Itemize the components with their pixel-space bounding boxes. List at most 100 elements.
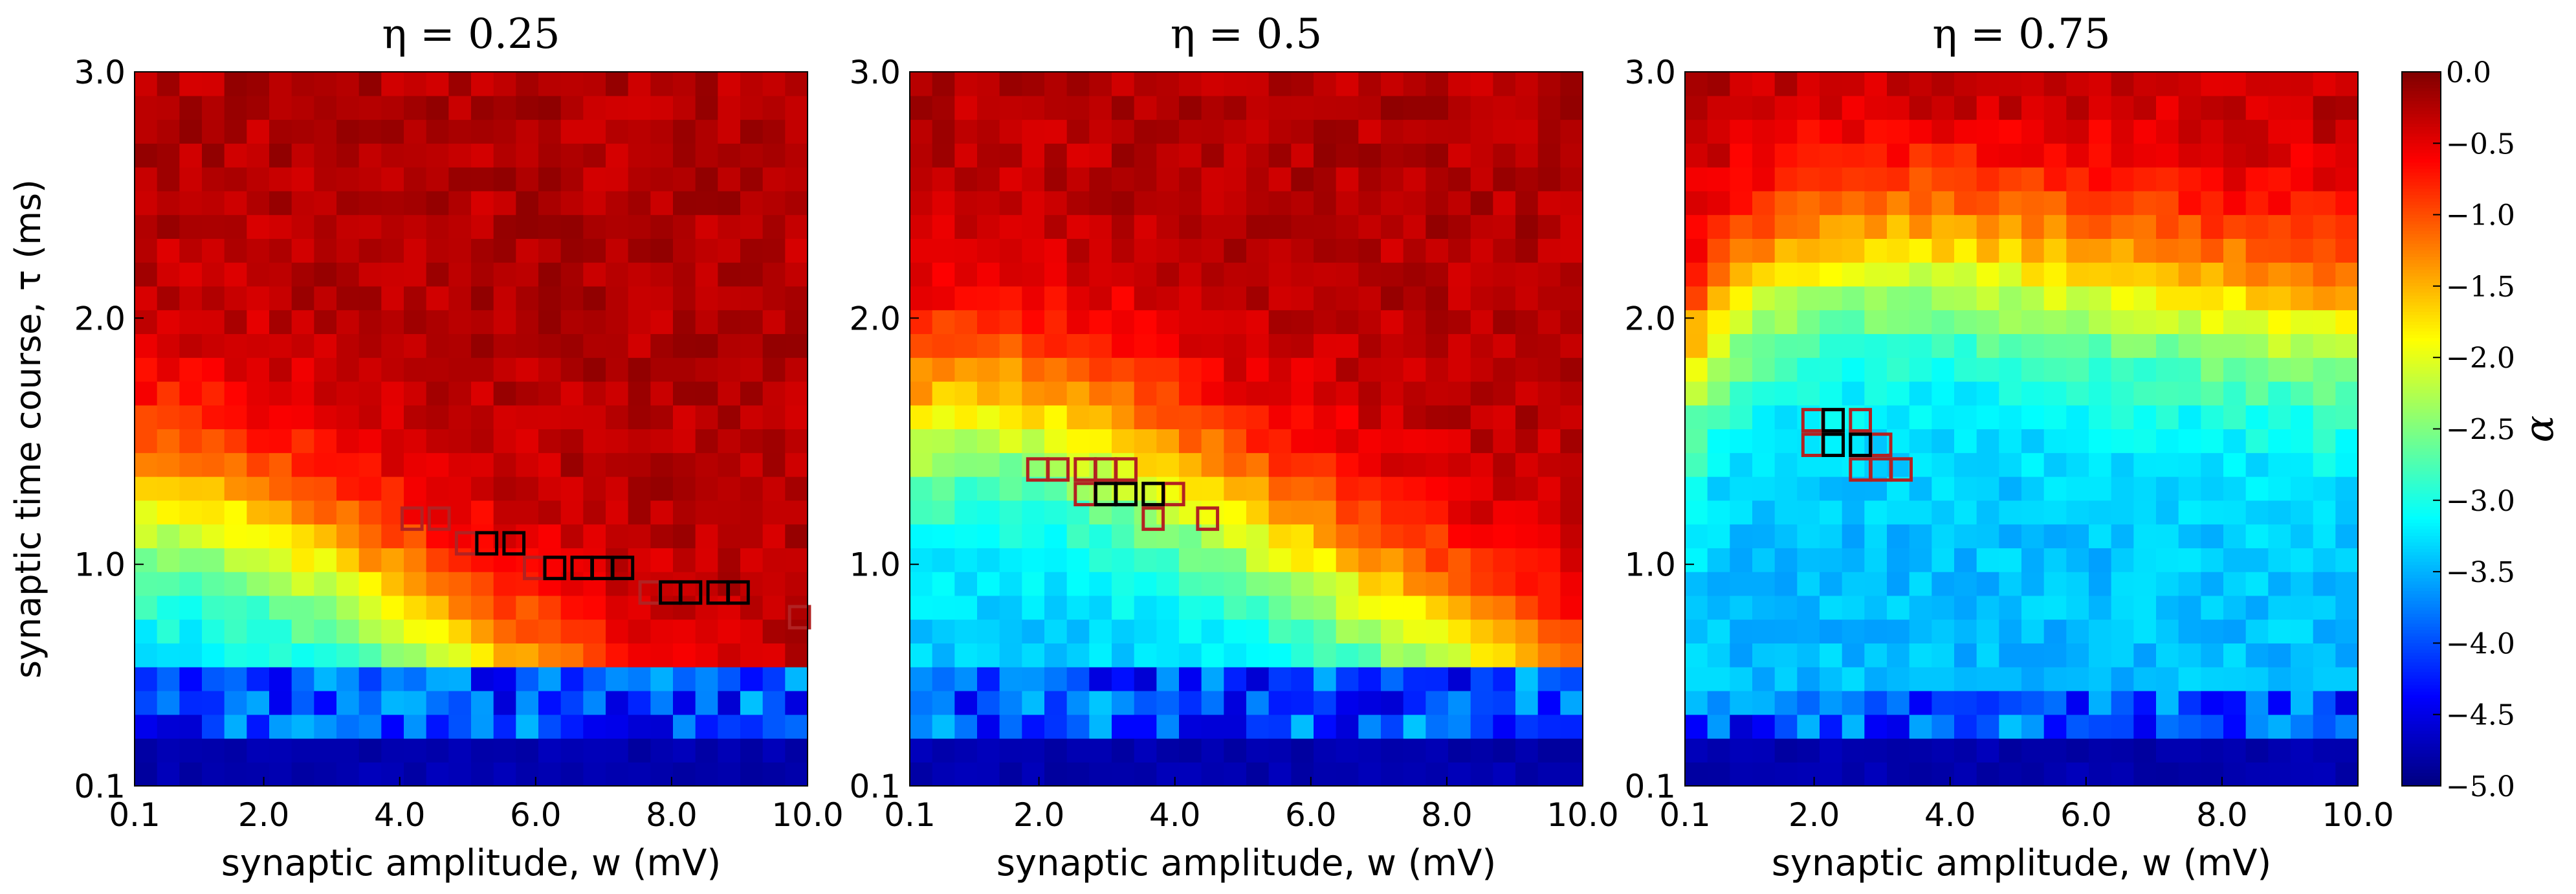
heatmap-cell xyxy=(1336,405,1359,430)
heatmap-cell xyxy=(1820,262,1843,287)
heatmap-cell xyxy=(650,190,674,216)
colorbar-segment xyxy=(2402,549,2441,553)
heatmap-cell xyxy=(336,595,360,620)
heatmap-cell xyxy=(785,285,808,311)
heatmap-cell xyxy=(404,405,427,430)
heatmap-cell xyxy=(1066,119,1090,144)
heatmap-cell xyxy=(695,762,718,787)
heatmap-cell xyxy=(932,262,955,287)
heatmap-cell xyxy=(336,619,360,643)
heatmap-cell xyxy=(1426,262,1449,287)
x-tick-label: 2.0 xyxy=(1013,796,1065,834)
heatmap-cell xyxy=(1156,548,1180,572)
heatmap-cell xyxy=(1381,143,1404,168)
heatmap-cell xyxy=(1179,572,1202,596)
heatmap-cell xyxy=(999,690,1022,715)
heatmap-cell xyxy=(1426,214,1449,239)
heatmap-cell xyxy=(538,643,562,667)
heatmap-cell xyxy=(1201,405,1224,430)
heatmap-cell xyxy=(493,738,516,763)
heatmap-cell xyxy=(1022,167,1045,192)
colorbar-segment xyxy=(2402,322,2441,326)
colorbar-segment xyxy=(2402,419,2441,423)
heatmap-cell xyxy=(426,309,449,335)
heatmap-cell xyxy=(471,262,494,287)
heatmap-cell xyxy=(1224,548,1247,572)
colorbar-segment xyxy=(2402,364,2441,368)
heatmap-cell xyxy=(650,357,674,382)
heatmap-cell xyxy=(1954,72,1977,96)
colorbar-segment xyxy=(2402,594,2441,599)
heatmap-cell xyxy=(1291,72,1314,96)
heatmap-cell xyxy=(1909,214,1932,239)
heatmap-cell xyxy=(1752,309,1776,335)
heatmap-cell xyxy=(1976,309,1999,335)
heatmap-cell xyxy=(179,285,203,311)
heatmap-cell xyxy=(1909,762,1932,787)
heatmap-cell xyxy=(785,167,808,192)
colorbar-segment xyxy=(2402,279,2441,284)
heatmap-cells xyxy=(910,72,1583,787)
heatmap-cell xyxy=(1246,690,1270,715)
colorbar-segment xyxy=(2402,458,2441,462)
heatmap-cell xyxy=(1515,190,1539,216)
heatmap-cell xyxy=(2245,429,2269,453)
colorbar-segment xyxy=(2402,221,2441,225)
heatmap-cell xyxy=(404,453,427,477)
heatmap-cell xyxy=(1381,524,1404,548)
heatmap-cell xyxy=(583,453,606,477)
heatmap-cell xyxy=(1774,453,1798,477)
heatmap-cell xyxy=(1134,238,1157,263)
heatmap-cell xyxy=(1560,95,1583,120)
heatmap-cell xyxy=(179,667,203,691)
heatmap-cell xyxy=(516,429,539,453)
heatmap-cell xyxy=(471,95,494,120)
colorbar-segment xyxy=(2402,227,2441,232)
heatmap-cell xyxy=(1156,190,1180,216)
heatmap-cell xyxy=(999,405,1022,430)
colorbar-segment xyxy=(2402,519,2441,524)
heatmap-cell xyxy=(718,119,741,144)
heatmap-cell xyxy=(2201,476,2224,501)
heatmap-cell xyxy=(932,357,955,382)
heatmap-cell xyxy=(1291,619,1314,643)
colorbar-segment xyxy=(2402,253,2441,258)
heatmap-cell xyxy=(1022,429,1045,453)
heatmap-cell xyxy=(1066,405,1090,430)
heatmap-cell xyxy=(628,238,651,263)
heatmap-cell xyxy=(695,548,718,572)
heatmap-cell xyxy=(1976,214,1999,239)
heatmap-cell xyxy=(1707,690,1730,715)
heatmap-cell xyxy=(628,167,651,192)
heatmap-cell xyxy=(932,714,955,739)
heatmap-cell xyxy=(1470,95,1493,120)
heatmap-cell xyxy=(954,167,978,192)
heatmap-cell xyxy=(1426,143,1449,168)
heatmap-cell xyxy=(999,357,1022,382)
heatmap-cell xyxy=(2268,762,2291,787)
heatmap-cell xyxy=(1685,143,1708,168)
heatmap-cell xyxy=(1976,572,1999,596)
y-tick-label: 3.0 xyxy=(1624,54,1676,91)
heatmap-cell xyxy=(977,476,1000,501)
heatmap-cell xyxy=(673,72,696,96)
heatmap-cell xyxy=(404,214,427,239)
heatmap-cell xyxy=(538,619,562,643)
heatmap-cell xyxy=(2156,309,2179,335)
heatmap-cell xyxy=(1022,643,1045,667)
heatmap-cell xyxy=(2268,309,2291,335)
heatmap-cell xyxy=(1909,548,1932,572)
heatmap-cell xyxy=(1560,500,1583,525)
highlight-cell-black xyxy=(475,531,499,556)
colorbar-segment xyxy=(2402,721,2441,725)
heatmap-cell xyxy=(1515,72,1539,96)
heatmap-cell xyxy=(2313,238,2336,263)
heatmap-cell xyxy=(1089,738,1112,763)
heatmap-cell xyxy=(2313,619,2336,643)
heatmap-cell xyxy=(1022,238,1045,263)
heatmap-cell xyxy=(1426,762,1449,787)
heatmap-cell xyxy=(910,453,933,477)
heatmap-cell xyxy=(2111,429,2134,453)
heatmap-cell xyxy=(314,429,337,453)
heatmap-cell xyxy=(1842,595,1865,620)
